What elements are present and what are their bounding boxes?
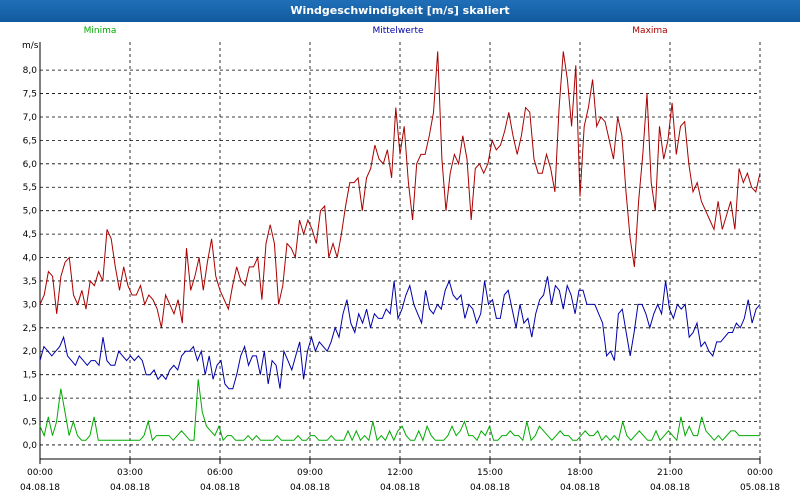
x-tick-date: 05.08.18 xyxy=(740,483,780,493)
x-tick-date: 04.08.18 xyxy=(380,483,420,493)
y-tick-label: 7,5 xyxy=(23,90,37,100)
y-tick-label: 8,0 xyxy=(23,66,38,76)
x-tick-time: 03:00 xyxy=(117,468,143,478)
chart-canvas: 0,0 0,5 1,0 1,5 2,0 2,5 3,0 3,5 4,0 4,5 5,0 5,5 6,0 6… xyxy=(20,26,780,493)
x-tick-time: 00:00 xyxy=(27,468,53,478)
window-title: Windgeschwindigkeit [m/s] skaliert xyxy=(0,0,800,22)
series-line-mittelwerte xyxy=(39,276,761,390)
x-tick-time: 21:00 xyxy=(657,468,683,478)
series-line-maxima xyxy=(39,51,761,328)
y-tick-label: 4,0 xyxy=(23,254,38,264)
y-tick-label: 6,5 xyxy=(23,136,37,146)
x-tick-time: 09:00 xyxy=(297,468,323,478)
legend-maxima: Maxima xyxy=(632,26,667,36)
x-tick-date: 04.08.18 xyxy=(110,483,150,493)
y-tick-label: 2,5 xyxy=(23,324,37,334)
y-axis-unit: m/s xyxy=(22,41,39,51)
series-layer xyxy=(39,51,761,442)
y-tick-label: 5,5 xyxy=(23,183,37,193)
series-line-minima xyxy=(39,379,760,442)
y-tick-label: 0,0 xyxy=(23,441,38,451)
x-tick-date: 04.08.18 xyxy=(470,483,510,493)
axes xyxy=(39,42,761,464)
y-tick-label: 3,5 xyxy=(23,277,37,287)
x-tick-date: 04.08.18 xyxy=(200,483,240,493)
y-tick-label: 7,0 xyxy=(23,113,38,123)
x-tick-date: 04.08.18 xyxy=(20,483,60,493)
x-tick-time: 06:00 xyxy=(207,468,233,478)
grid xyxy=(39,42,761,459)
y-tick-label: 2,0 xyxy=(23,347,38,357)
x-tick-time: 12:00 xyxy=(387,468,413,478)
y-tick-label: 3,0 xyxy=(23,300,38,310)
x-tick-time: 15:00 xyxy=(477,468,503,478)
y-tick-label: 5,0 xyxy=(23,207,38,217)
y-tick-label: 6,0 xyxy=(23,160,38,170)
labels: 0,0 0,5 1,0 1,5 2,0 2,5 3,0 3,5 4,0 4,5 5,0 5,5 6,0 6… xyxy=(20,26,780,493)
x-tick-date: 04.08.18 xyxy=(650,483,690,493)
x-tick-date: 04.08.18 xyxy=(290,483,330,493)
legend-mittelwerte: Mittelwerte xyxy=(372,26,423,36)
y-tick-label: 0,5 xyxy=(23,418,37,428)
x-tick-time: 18:00 xyxy=(567,468,593,478)
x-tick-time: 00:00 xyxy=(747,468,773,478)
legend-minima: Minima xyxy=(84,26,117,36)
y-tick-label: 1,5 xyxy=(23,371,37,381)
y-tick-label: 4,5 xyxy=(23,230,37,240)
y-tick-label: 1,0 xyxy=(23,394,38,404)
x-tick-date: 04.08.18 xyxy=(560,483,600,493)
